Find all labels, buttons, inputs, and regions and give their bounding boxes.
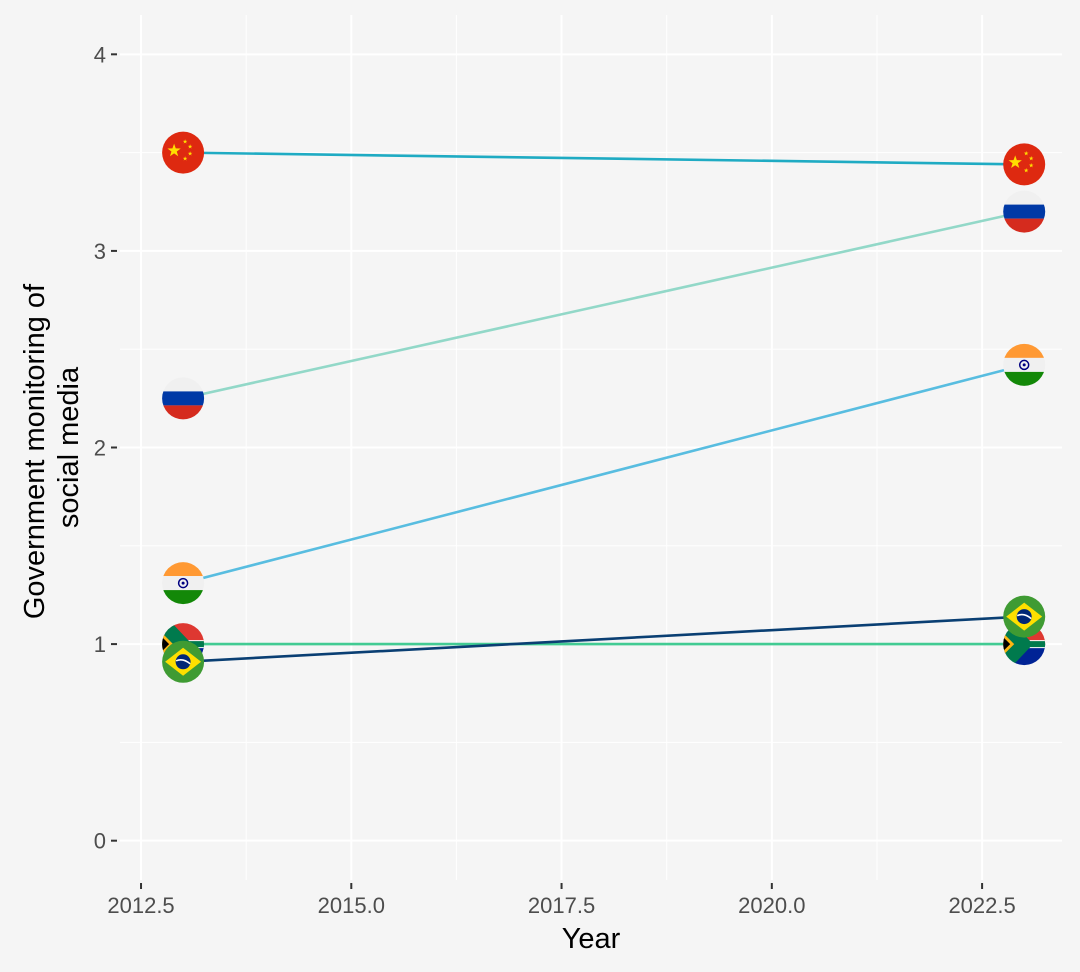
flag-chakra-center (1022, 363, 1026, 367)
flag-star (1028, 156, 1034, 161)
flag-band (1003, 371, 1046, 386)
china-flag-marker (162, 131, 205, 174)
flag-markers (162, 131, 1046, 683)
flag-band (162, 590, 205, 605)
flag-star (1028, 163, 1034, 168)
y-tick-label: 3 (94, 239, 106, 264)
china-flag-marker (1003, 143, 1046, 186)
x-tick-label: 2012.5 (107, 893, 174, 918)
flag-star (187, 144, 193, 149)
flag-triangle (1003, 636, 1011, 653)
brazil-flag (1003, 595, 1046, 638)
russia-flag (162, 377, 205, 420)
series-line-russia (182, 210, 1025, 400)
flag-band (162, 562, 205, 577)
x-axis-title: Year (562, 923, 621, 955)
flag-band (162, 391, 205, 406)
india-flag (1003, 343, 1046, 386)
flag-triangle (162, 636, 170, 653)
y-axis-title: Government monitoring of social media (19, 276, 85, 619)
y-axis-title-line-2: social media (53, 366, 85, 528)
flag-star (167, 143, 181, 157)
flag-star (187, 151, 193, 156)
flag-field (162, 131, 205, 174)
flag-chakra (177, 577, 189, 589)
y-tick-label: 4 (94, 42, 106, 67)
flag-globe (175, 654, 191, 670)
flag-chakra-center (181, 581, 185, 585)
flag-band (1003, 190, 1046, 205)
brazil-flag (162, 640, 205, 683)
flag-star (182, 139, 188, 144)
flag-globe-band (1016, 613, 1032, 620)
russia-flag-marker (1003, 190, 1046, 233)
india-flag-marker (162, 562, 205, 605)
series-lines (182, 151, 1025, 664)
flag-chakra (1018, 359, 1030, 371)
y-tick-label: 2 (94, 436, 106, 461)
flag-band (1003, 343, 1046, 358)
flag-band (162, 377, 205, 392)
flag-globe (1016, 609, 1032, 625)
x-tick-label: 2015.0 (318, 893, 385, 918)
russia-flag (1003, 190, 1046, 233)
series-line-china (183, 151, 1025, 166)
flag-star (1008, 155, 1022, 169)
brazil-flag-marker (162, 640, 205, 683)
russia-flag-marker (162, 377, 205, 420)
y-tick-label: 1 (94, 632, 106, 657)
india-flag-marker (1003, 343, 1046, 386)
china-flag (1003, 143, 1046, 186)
brazil-flag-marker (1003, 595, 1046, 638)
series-line-brazil (183, 615, 1025, 664)
flag-star (1023, 151, 1029, 156)
flag-globe-band (175, 659, 191, 665)
y-tick-label: 0 (94, 829, 106, 854)
x-tick-label: 2022.5 (948, 893, 1015, 918)
flag-band (1003, 218, 1046, 233)
axes: 0 1 2 3 4 2012.5 2015.0 2017.5 2020.0 2022.5 (94, 42, 1016, 918)
flag-band (1003, 204, 1046, 219)
flag-field (1003, 143, 1046, 186)
x-tick-label: 2020.0 (738, 893, 805, 918)
china-flag (162, 131, 205, 174)
flag-band (162, 405, 205, 420)
series-line-india (182, 363, 1025, 585)
flag-star (182, 156, 188, 161)
flag-star (1023, 168, 1029, 173)
x-tick-label: 2017.5 (528, 893, 595, 918)
india-flag (162, 562, 205, 605)
y-axis-title-line-1: Government monitoring of (19, 283, 51, 619)
